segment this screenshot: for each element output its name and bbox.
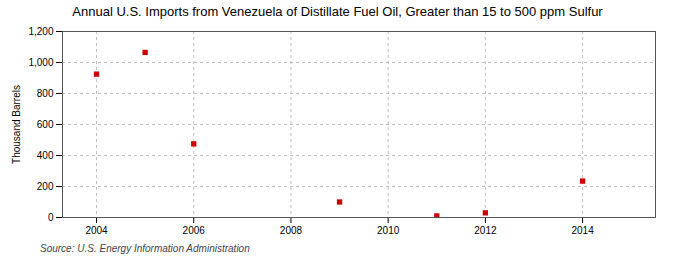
svg-text:400: 400 bbox=[37, 150, 54, 161]
html-text:Annual U.S. Imports from Venez: Annual U.S. Imports from Venezuela of Di… bbox=[72, 4, 603, 19]
svg-text:2010: 2010 bbox=[377, 225, 400, 236]
svg-text:2014: 2014 bbox=[571, 225, 594, 236]
svg-text:600: 600 bbox=[37, 119, 54, 130]
svg-text:1,200: 1,200 bbox=[28, 26, 53, 37]
svg-text:200: 200 bbox=[37, 181, 54, 192]
html-text:Source: U.S. Energy Informatio: Source: U.S. Energy Information Administ… bbox=[40, 243, 250, 254]
svg-text:Thousand Barrels: Thousand Barrels bbox=[11, 85, 22, 164]
svg-text:800: 800 bbox=[37, 88, 54, 99]
svg-text:2012: 2012 bbox=[474, 225, 497, 236]
svg-text:2006: 2006 bbox=[183, 225, 206, 236]
svg-text:1,000: 1,000 bbox=[28, 57, 53, 68]
svg-text:2004: 2004 bbox=[85, 225, 108, 236]
svg-text:0: 0 bbox=[48, 212, 54, 223]
svg-text:2008: 2008 bbox=[280, 225, 303, 236]
